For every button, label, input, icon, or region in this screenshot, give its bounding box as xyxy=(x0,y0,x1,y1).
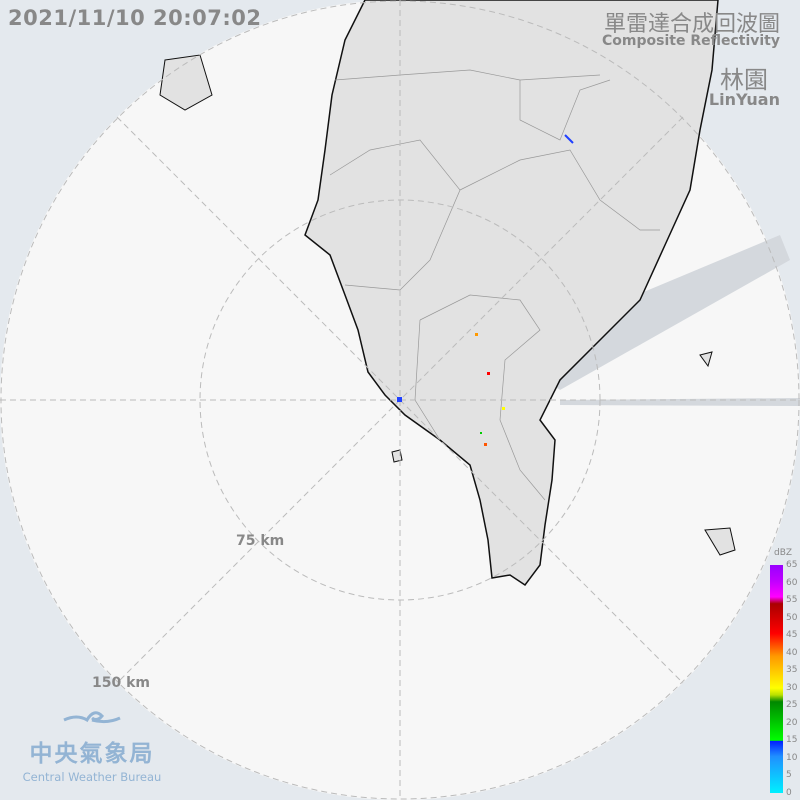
legend-tick: 10 xyxy=(786,752,798,763)
county-borders xyxy=(329,69,660,501)
timestamp: 2021/11/10 20:07:02 xyxy=(8,6,262,30)
legend-tick: 30 xyxy=(786,682,798,693)
legend-tick: 35 xyxy=(786,665,798,675)
station-zh: 林園 xyxy=(720,66,768,94)
station-en: LinYuan xyxy=(708,90,780,109)
cloud-wave-icon xyxy=(63,711,121,724)
orchid-island xyxy=(704,527,736,556)
green-island xyxy=(699,351,713,368)
logo-zh: 中央氣象局 xyxy=(29,741,155,767)
legend-tick: 50 xyxy=(786,612,798,623)
legend-unit: dBZ xyxy=(774,548,793,558)
legend-tick: 45 xyxy=(786,630,798,640)
title-en: Composite Reflectivity xyxy=(602,33,780,49)
legend-tick: 5 xyxy=(786,770,792,780)
legend-tick: 0 xyxy=(786,787,792,798)
range-label-150: 150 km xyxy=(92,675,150,691)
range-label-75: 75 km xyxy=(236,533,285,549)
legend-tick: 60 xyxy=(786,577,798,588)
legend-tick: 25 xyxy=(786,700,798,710)
legend-color-bar xyxy=(770,565,783,793)
legend-tick: 15 xyxy=(786,735,798,745)
legend-tick: 40 xyxy=(786,647,798,658)
echo-points xyxy=(397,134,574,446)
legend-tick: 55 xyxy=(786,595,798,605)
legend-tick: 20 xyxy=(786,717,798,728)
logo-en: Central Weather Bureau xyxy=(22,770,162,784)
cwb-logo: 中央氣象局 Central Weather Bureau xyxy=(22,706,162,784)
taiwan-land xyxy=(304,0,719,587)
legend-tick: 65 xyxy=(786,560,798,570)
penghu-islands xyxy=(159,54,213,111)
title-zh: 單雷達合成回波圖 xyxy=(603,12,780,37)
